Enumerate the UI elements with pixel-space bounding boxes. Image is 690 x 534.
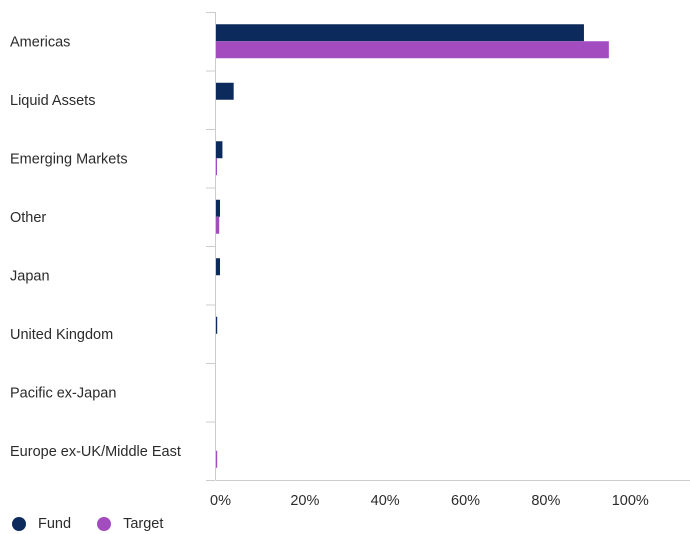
legend-label-fund: Fund bbox=[38, 516, 72, 532]
bar-fund-other bbox=[216, 199, 221, 217]
bar-target-emerging-markets bbox=[216, 158, 217, 176]
legend-swatch-fund bbox=[12, 517, 26, 531]
category-label: United Kingdom bbox=[10, 327, 113, 343]
legend-item-fund[interactable]: Fund bbox=[12, 516, 71, 532]
x-tick-label: 60% bbox=[451, 493, 480, 509]
legend-label-target: Target bbox=[123, 516, 164, 532]
bar-fund-united-kingdom bbox=[216, 316, 218, 334]
bar-fund-emerging-markets bbox=[216, 141, 223, 159]
bar-target-other bbox=[216, 216, 220, 234]
bar-chart: Americas Liquid Assets Emerging Markets Oth… bbox=[10, 12, 690, 509]
x-tick-label: 0% bbox=[210, 493, 231, 509]
legend-item-target[interactable]: Target bbox=[97, 516, 163, 532]
bar-fund-liquid-assets bbox=[216, 82, 234, 100]
x-tick-label: 80% bbox=[531, 493, 560, 509]
x-tick-label: 20% bbox=[290, 493, 319, 509]
bar-target-americas bbox=[216, 41, 609, 59]
category-label: Japan bbox=[10, 268, 50, 284]
category-label: Liquid Assets bbox=[10, 93, 95, 109]
bar-fund-americas bbox=[216, 24, 584, 42]
category-label: Other bbox=[10, 210, 46, 226]
bar-target-europe-ex-uk-middle-east bbox=[216, 450, 218, 468]
category-label: Americas bbox=[10, 34, 70, 50]
legend-swatch-target bbox=[97, 517, 112, 531]
chart-legend: Fund Target bbox=[12, 516, 189, 532]
category-label: Europe ex-UK/Middle East bbox=[10, 444, 181, 460]
x-tick-label: 40% bbox=[371, 493, 400, 509]
x-tick-label: 100% bbox=[612, 493, 649, 509]
category-label: Pacific ex-Japan bbox=[10, 385, 116, 401]
bar-fund-japan bbox=[216, 258, 221, 276]
category-label: Emerging Markets bbox=[10, 151, 128, 167]
